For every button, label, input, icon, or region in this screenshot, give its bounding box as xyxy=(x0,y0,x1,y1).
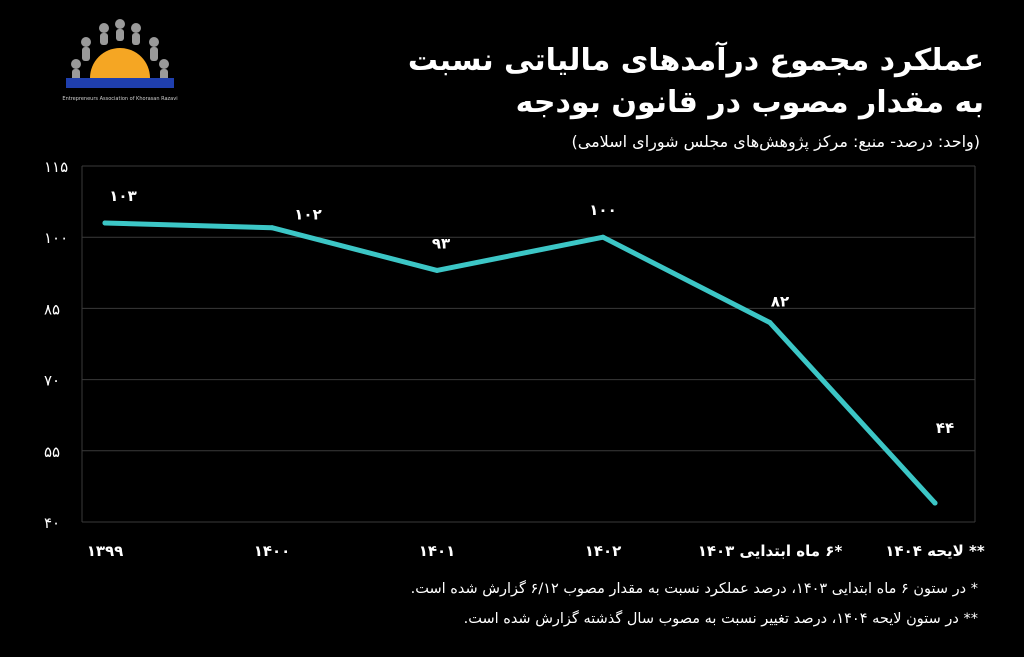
data-point xyxy=(932,500,938,506)
logo-emblem xyxy=(66,19,174,88)
y-tick-label: ۱۰۰ xyxy=(44,229,68,247)
data-label: ۱۰۰ xyxy=(589,201,616,219)
y-tick-label: ۵۵ xyxy=(44,443,60,461)
footnote-2: ** در ستون لایحه ۱۴۰۴، درصد تغییر نسبت ب… xyxy=(463,611,978,627)
footnote-1: * در ستون ۶ ماه ابتدایی ۱۴۰۳، درصد عملکر… xyxy=(410,581,978,597)
data-point xyxy=(102,220,108,226)
data-point xyxy=(269,225,275,231)
chart-subtitle: (واحد: درصد- منبع: مرکز پژوهش‌های مجلس ش… xyxy=(571,132,980,151)
x-tick-label: ۱۴۰۲ xyxy=(585,542,622,560)
title-line-2: به مقدار مصوب در قانون بودجه xyxy=(515,85,984,120)
data-label: ۱۰۳ xyxy=(109,187,136,205)
data-point xyxy=(600,234,606,240)
y-tick-label: ۷۰ xyxy=(44,372,60,390)
data-label: ۴۴ xyxy=(936,419,954,437)
data-label-layer: ۱۰۳ ۱۰۲ ۹۳ ۱۰۰ ۸۲ ۴۴ xyxy=(109,187,954,437)
series-layer xyxy=(102,220,938,506)
chart-title: عملکرد مجموع درآمدهای مالیاتی نسبت به مق… xyxy=(364,40,984,124)
x-tick-label: *۶ ماه ابتدایی ۱۴۰۳ xyxy=(698,542,843,560)
data-label: ۱۰۲ xyxy=(294,206,321,224)
y-tick-label: ۱۱۵ xyxy=(44,158,68,176)
association-logo: Entrepreneurs Association of Khorasan Ra… xyxy=(62,16,178,102)
x-tick-label: ** لایحه ۱۴۰۴ xyxy=(885,542,985,560)
data-label: ۹۳ xyxy=(432,234,450,252)
logo-caption: Entrepreneurs Association of Khorasan Ra… xyxy=(62,96,178,102)
data-point xyxy=(767,320,773,326)
title-line-1: عملکرد مجموع درآمدهای مالیاتی نسبت xyxy=(407,43,984,78)
x-tick-label: ۱۴۰۰ xyxy=(254,542,291,560)
grid-layer xyxy=(81,165,976,523)
footnotes: * در ستون ۶ ماه ابتدایی ۱۴۰۳، درصد عملکر… xyxy=(78,574,978,634)
y-tick-label: ۴۰ xyxy=(44,514,60,532)
data-label: ۸۲ xyxy=(771,293,789,311)
x-tick-label: ۱۳۹۹ xyxy=(87,542,124,560)
data-point xyxy=(434,267,440,273)
x-tick-label: ۱۴۰۱ xyxy=(419,542,456,560)
axis-layer: ۴۰ ۵۵ ۷۰ ۸۵ ۱۰۰ ۱۱۵ ۱۳۹۹ ۱۴۰۰ ۱۴۰۱ ۱۴۰۲ *۶ ماه ابت… xyxy=(44,158,985,560)
y-tick-label: ۸۵ xyxy=(44,300,60,318)
series-line xyxy=(102,220,938,506)
